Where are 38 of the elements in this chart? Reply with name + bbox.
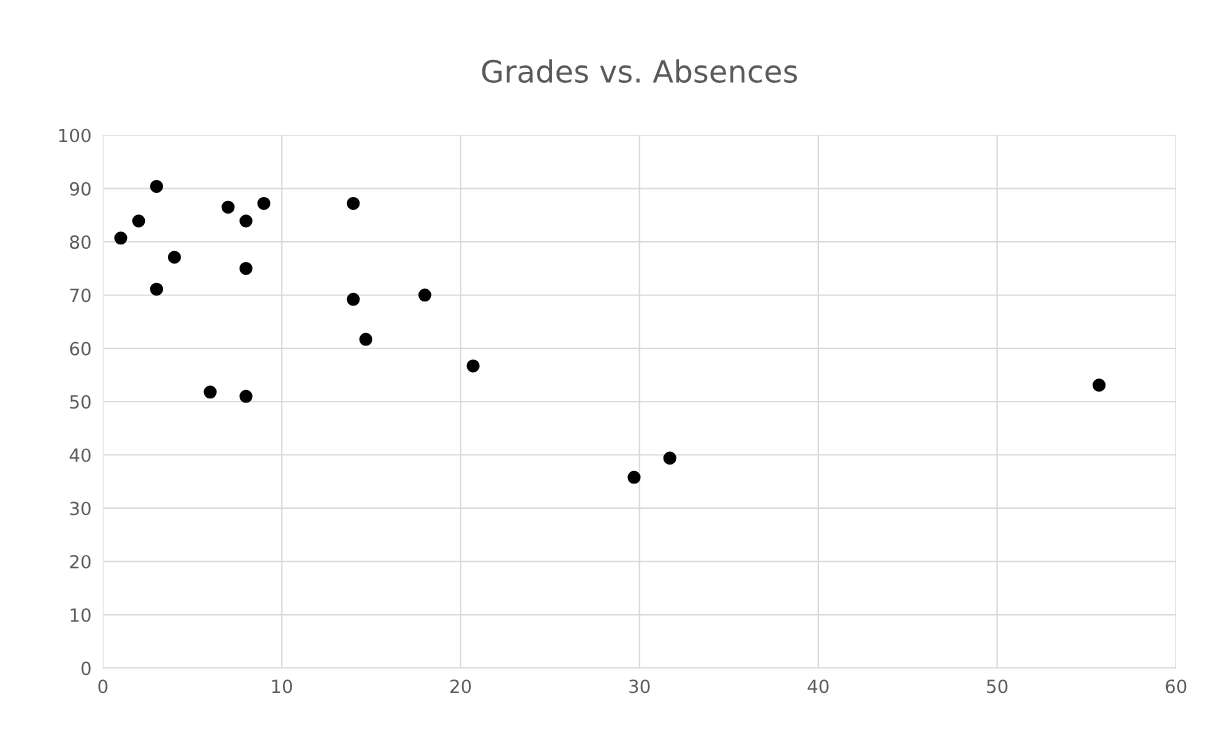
y-tick-label: 50	[70, 395, 91, 409]
x-tick-label: 0	[98, 679, 108, 694]
point	[418, 288, 432, 302]
chart-title: Grades vs. Absences	[482, 59, 798, 83]
point	[663, 451, 677, 465]
point	[221, 200, 235, 214]
y-tick-label: 70	[70, 288, 91, 303]
y-tick-label: 20	[70, 554, 91, 569]
point	[239, 214, 253, 228]
y-tick-label: 100	[59, 128, 91, 143]
x-tick-label: 20	[450, 679, 471, 694]
y-tick-label: 0	[81, 661, 91, 676]
point	[346, 292, 360, 306]
point	[627, 470, 641, 484]
point	[239, 261, 253, 275]
point	[1092, 378, 1106, 392]
point	[167, 250, 181, 264]
y-tick-label: 40	[69, 448, 91, 463]
x-tick-label: 50	[987, 679, 1008, 694]
point	[150, 179, 164, 193]
x-tick-label: 10	[272, 679, 293, 694]
point	[132, 214, 146, 228]
point	[150, 282, 164, 296]
y-tick-label: 90	[69, 181, 91, 196]
y-tick-label: 10	[70, 608, 91, 622]
x-tick-label: 60	[1165, 679, 1187, 694]
y-tick-label: 30	[70, 501, 91, 516]
point	[466, 359, 480, 373]
x-tick-label: 30	[629, 679, 650, 694]
x-tick-label: 40	[807, 679, 829, 694]
y-tick-label: 80	[70, 235, 91, 249]
point	[114, 231, 128, 245]
point	[359, 332, 373, 346]
point	[239, 389, 253, 403]
point	[346, 196, 360, 210]
point	[203, 385, 217, 399]
y-tick-label: 60	[70, 341, 91, 356]
point	[257, 196, 271, 210]
